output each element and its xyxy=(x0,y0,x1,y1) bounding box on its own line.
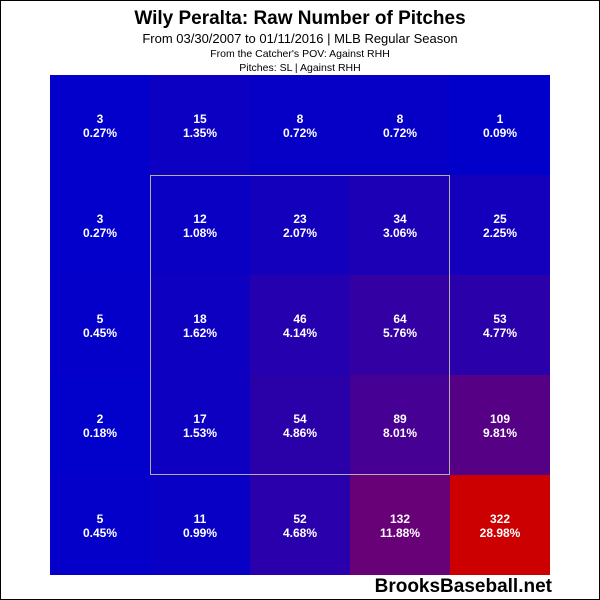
cell-percent: 0.99% xyxy=(182,526,218,540)
cell-percent: 0.72% xyxy=(282,126,318,140)
heatmap-cell: 23 2.07% xyxy=(250,175,350,275)
cell-percent: 2.25% xyxy=(482,226,518,240)
heatmap-cell: 17 1.53% xyxy=(150,375,250,475)
cell-percent: 0.27% xyxy=(82,226,118,240)
cell-count: 89 xyxy=(393,412,407,426)
heatmap-cell: 52 4.68% xyxy=(250,475,350,575)
cell-percent: 4.86% xyxy=(282,426,318,440)
cell-count: 34 xyxy=(393,212,407,226)
cell-percent: 0.18% xyxy=(82,426,118,440)
cell-count: 5 xyxy=(96,312,104,326)
cell-percent: 11.88% xyxy=(379,526,421,540)
heatmap-cell: 34 3.06% xyxy=(350,175,450,275)
heatmap-cell: 89 8.01% xyxy=(350,375,450,475)
cell-percent: 3.06% xyxy=(382,226,418,240)
cell-count: 18 xyxy=(193,312,207,326)
cell-count: 15 xyxy=(193,112,207,126)
heatmap-cell: 12 1.08% xyxy=(150,175,250,275)
heatmap-cell: 5 0.45% xyxy=(50,475,150,575)
heatmap-cell: 11 0.99% xyxy=(150,475,250,575)
cell-count: 3 xyxy=(96,112,104,126)
heatmap-cell: 109 9.81% xyxy=(450,375,550,475)
chart-subtitle: From 03/30/2007 to 01/11/2016 | MLB Regu… xyxy=(142,31,458,46)
cell-percent: 8.01% xyxy=(382,426,418,440)
heatmap-cell: 15 1.35% xyxy=(150,75,250,175)
cell-count: 12 xyxy=(193,212,207,226)
cell-count: 322 xyxy=(489,512,511,526)
cell-percent: 2.07% xyxy=(282,226,318,240)
cell-count: 52 xyxy=(293,512,307,526)
cell-count: 109 xyxy=(489,412,511,426)
cell-count: 5 xyxy=(96,512,104,526)
cell-percent: 0.09% xyxy=(482,126,518,140)
cell-count: 46 xyxy=(293,312,307,326)
heatmap-cell: 322 28.98% xyxy=(450,475,550,575)
filter-note: Pitches: SL | Against RHH xyxy=(239,62,361,74)
cell-count: 64 xyxy=(393,312,407,326)
cell-count: 25 xyxy=(493,212,507,226)
cell-count: 11 xyxy=(193,512,207,526)
cell-count: 54 xyxy=(293,412,307,426)
heatmap-cell: 1 0.09% xyxy=(450,75,550,175)
chart-title: Wily Peralta: Raw Number of Pitches xyxy=(134,8,466,29)
cell-count: 8 xyxy=(296,112,304,126)
cell-percent: 4.68% xyxy=(282,526,318,540)
cell-percent: 0.27% xyxy=(82,126,118,140)
cell-percent: 5.76% xyxy=(382,326,418,340)
cell-percent: 0.72% xyxy=(382,126,418,140)
heatmap-cell: 25 2.25% xyxy=(450,175,550,275)
cell-count: 3 xyxy=(96,212,104,226)
cell-count: 23 xyxy=(293,212,307,226)
heatmap-cell: 53 4.77% xyxy=(450,275,550,375)
cell-count: 2 xyxy=(96,412,104,426)
cell-percent: 1.53% xyxy=(182,426,218,440)
cell-count: 132 xyxy=(389,512,411,526)
heatmap-cell: 2 0.18% xyxy=(50,375,150,475)
heatmap-grid: 3 0.27% 15 1.35% 8 0.72% 8 0.72% 1 0.09% 3 0.27% 12 1… xyxy=(50,75,550,575)
heatmap-cell: 3 0.27% xyxy=(50,175,150,275)
pov-note: From the Catcher's POV: Against RHH xyxy=(210,48,390,60)
heatmap-cell: 64 5.76% xyxy=(350,275,450,375)
cell-percent: 1.35% xyxy=(182,126,218,140)
heatmap-cell: 5 0.45% xyxy=(50,275,150,375)
heatmap-cell: 54 4.86% xyxy=(250,375,350,475)
cell-count: 8 xyxy=(396,112,404,126)
heatmap-cell: 18 1.62% xyxy=(150,275,250,375)
heatmap-cell: 3 0.27% xyxy=(50,75,150,175)
cell-percent: 4.77% xyxy=(482,326,518,340)
cell-percent: 0.45% xyxy=(82,326,118,340)
heatmap-cell: 132 11.88% xyxy=(350,475,450,575)
cell-count: 53 xyxy=(493,312,507,326)
cell-count: 1 xyxy=(496,112,504,126)
cell-percent: 0.45% xyxy=(82,526,118,540)
cell-percent: 1.08% xyxy=(182,226,218,240)
site-watermark: BrooksBaseball.net xyxy=(374,576,552,597)
cell-count: 17 xyxy=(193,412,207,426)
heatmap-cell: 8 0.72% xyxy=(250,75,350,175)
cell-percent: 28.98% xyxy=(479,526,521,540)
heatmap-cell: 46 4.14% xyxy=(250,275,350,375)
cell-percent: 1.62% xyxy=(182,326,218,340)
cell-percent: 9.81% xyxy=(482,426,518,440)
heatmap-cell: 8 0.72% xyxy=(350,75,450,175)
cell-percent: 4.14% xyxy=(282,326,318,340)
